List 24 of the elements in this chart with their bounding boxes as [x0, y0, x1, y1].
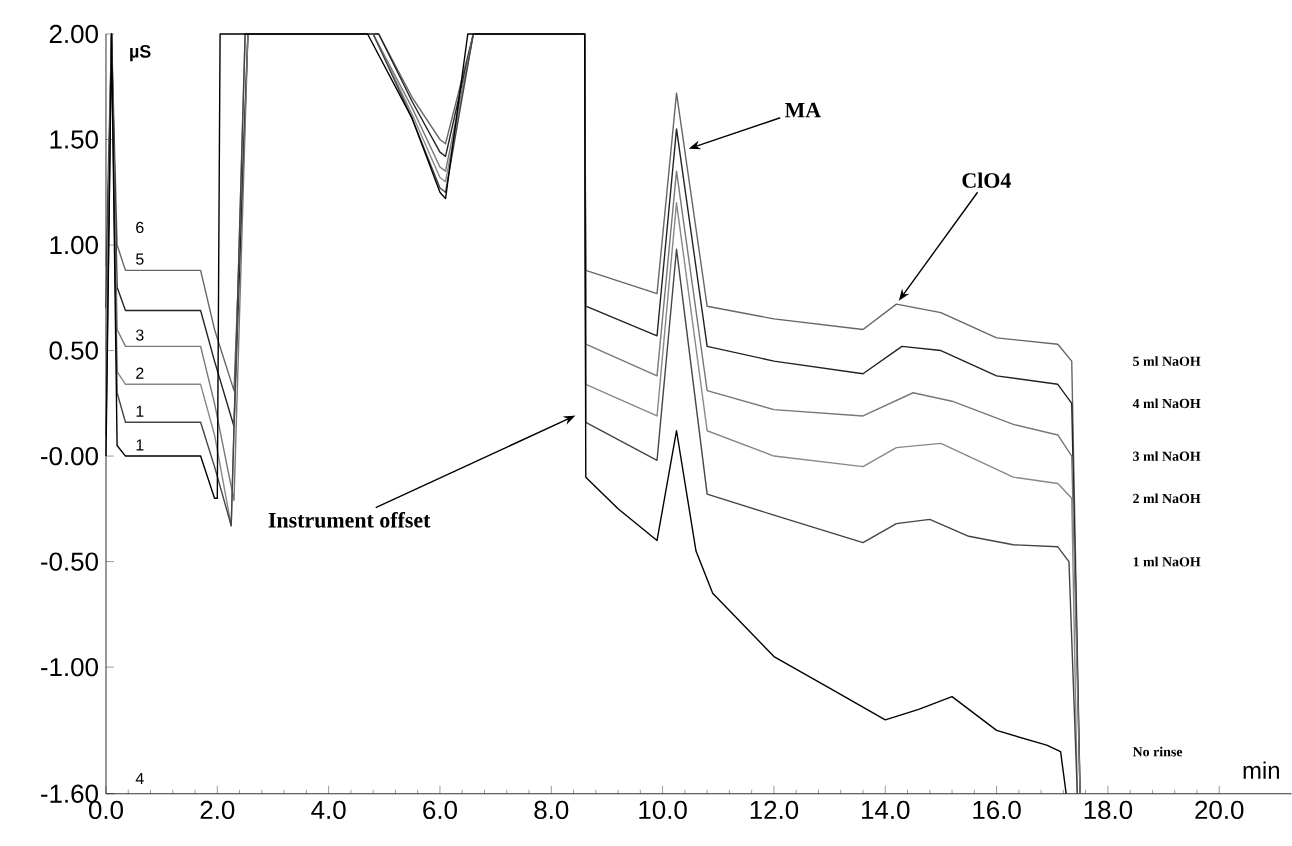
- y-tick-label: -1.60: [41, 784, 98, 804]
- x-axis-title: min: [1243, 761, 1280, 779]
- annotation: Instrument offset: [268, 512, 431, 528]
- y-tick-label: 1.50: [50, 130, 98, 149]
- x-tick-label: 16.0: [973, 800, 1021, 820]
- y-tick-label: 1.00: [50, 235, 98, 255]
- x-tick-label: 14.0: [862, 800, 910, 820]
- annotation: ClO4: [962, 172, 1011, 188]
- x-tick-label: 12.0: [750, 800, 799, 820]
- x-tick-label: 4.0: [311, 800, 346, 820]
- y-tick-label: -0.00: [41, 447, 98, 466]
- x-tick-label: 20.0: [1195, 800, 1244, 820]
- x-tick-label: 2.0: [200, 800, 235, 820]
- x-tick-label: 8.0: [534, 800, 569, 820]
- annotation: MA: [784, 102, 821, 118]
- x-tick-label: 6.0: [423, 800, 457, 820]
- x-tick-label: 0.0: [88, 800, 123, 820]
- x-tick-label: 18.0: [1084, 800, 1133, 820]
- y-tick-label: 0.50: [49, 341, 98, 360]
- y-tick-label: -1.00: [41, 658, 98, 677]
- y-axis-title: µS: [130, 45, 151, 62]
- x-tick-label: 10.0: [639, 800, 687, 820]
- y-tick-label: -0.50: [41, 552, 98, 571]
- y-tick-label: 2.00: [49, 24, 98, 44]
